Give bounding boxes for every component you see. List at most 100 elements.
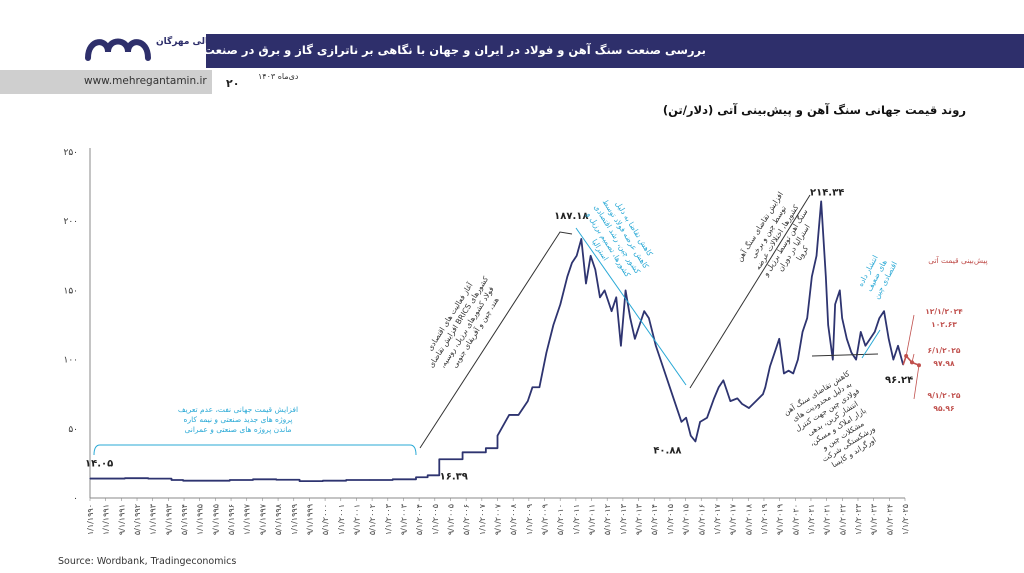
price-point: [392, 478, 394, 480]
forecast-line: [902, 354, 920, 366]
forecast-value: ۹۵.۹۶: [933, 404, 954, 413]
price-series-line: [90, 200, 905, 483]
data-label: ۹۶.۲۴: [885, 375, 913, 386]
x-tick-label: ۵/۱/۲۰۱۲: [603, 504, 612, 535]
price-point: [741, 403, 743, 405]
price-point: [624, 289, 627, 291]
x-tick-label: ۹/۱/۱۹۹۱: [117, 504, 126, 535]
price-point: [648, 317, 650, 319]
forecast-value: ۹۷.۹۸: [933, 359, 955, 368]
price-point: [527, 400, 529, 402]
x-tick-label: ۵/۱/۲۰۱۸: [744, 503, 753, 535]
price-point: [736, 397, 738, 399]
y-tick-label: ۱۵۰: [63, 286, 78, 296]
x-tick-label: ۵/۱/۲۰۰۰: [321, 504, 330, 535]
x-tick-label: ۱/۱/۲۰۱۷: [713, 503, 722, 535]
price-point: [298, 480, 301, 482]
price-point: [774, 352, 776, 354]
price-point: [604, 289, 606, 291]
price-point: [801, 331, 804, 333]
price-point: [620, 345, 622, 347]
price-point: [888, 338, 890, 340]
price-point: [806, 317, 808, 319]
price-point: [545, 352, 548, 354]
price-point: [531, 386, 534, 388]
price-point: [783, 372, 785, 375]
price-point: [552, 324, 554, 326]
x-tick-label: ۵/۱/۲۰۰۴: [415, 504, 424, 535]
data-label: ۱۶.۳۹: [440, 471, 468, 482]
x-tick-label: ۵/۱/۲۰۲۴: [885, 504, 894, 535]
forecast-leader: [911, 353, 915, 363]
price-point: [883, 310, 885, 312]
annotation-bracket: [689, 194, 811, 389]
x-tick-label: ۹/۱/۱۹۹۵: [211, 504, 220, 535]
x-tick-label: ۹/۱/۱۹۹۹: [305, 504, 314, 535]
annotation-bracket: [861, 329, 881, 359]
x-tick-label: ۵/۱/۲۰۲۰: [791, 504, 800, 535]
y-tick-label: ۱۰۰: [63, 356, 78, 366]
x-tick-label: ۹/۱/۲۰۰۵: [446, 504, 455, 535]
x-tick-label: ۵/۱/۱۹۹۲: [133, 504, 142, 535]
price-point: [585, 282, 587, 285]
x-tick-label: ۱/۱/۲۰۲۵: [901, 504, 910, 535]
x-tick-label: ۵/۱/۲۰۰۸: [509, 503, 518, 535]
price-point: [860, 331, 862, 333]
price-point: [450, 458, 452, 460]
price-point: [594, 269, 596, 271]
annotation-text: کاهش تقاضای سنگ آهنبه دلیل محدودیت هایفو…: [781, 368, 888, 476]
price-point: [792, 372, 794, 375]
price-point: [580, 238, 582, 240]
price-point: [89, 477, 91, 480]
y-tick-label: ۵۰: [68, 425, 78, 435]
x-tick-label: ۹/۱/۲۰۱۳: [635, 503, 644, 535]
x-tick-label: ۱/۱/۱۹۹۵: [196, 504, 205, 535]
price-point: [508, 414, 510, 416]
price-point: [850, 352, 853, 354]
annotation-text: افزایش تقاضای سنگ آهنتوسط چین و برخیکشور…: [734, 190, 827, 290]
price-point: [825, 275, 827, 278]
report-date: دی‌ماه ۱۴۰۳: [258, 72, 299, 81]
y-tick-label: ۲۰۰: [63, 217, 78, 227]
website-bar: www.mehregantamin.ir: [0, 70, 212, 94]
price-point: [832, 359, 834, 361]
header-banner: بررسی صنعت سنگ آهن و فولاد در ایران و جه…: [170, 34, 1024, 68]
annotation-text: افزایش قیمت جهانی نفت، عدم تعریف پروژه ها…: [178, 405, 298, 434]
price-point: [864, 345, 867, 347]
price-point: [473, 451, 475, 453]
annotation-text: آغاز فعالیت های اقتصادیکشورهای BRICS افز…: [417, 269, 507, 380]
price-point: [680, 421, 683, 423]
x-tick-label: ۵/۱/۲۰۰۶: [462, 504, 471, 535]
x-tick-label: ۱/۱/۲۰۰۱: [337, 504, 346, 535]
price-point: [124, 477, 126, 479]
price-point: [797, 359, 799, 361]
price-point: [676, 407, 678, 409]
annotation-bracket: [811, 353, 879, 357]
price-point: [669, 386, 671, 388]
price-point: [517, 414, 520, 416]
price-point: [878, 317, 880, 319]
price-point: [170, 479, 173, 481]
price-point: [869, 338, 871, 340]
x-tick-label: ۱/۱/۲۰۱۳: [619, 503, 628, 535]
price-point: [820, 200, 822, 202]
annotation-text: انتشار دادههای ضعیفاقتصادی چین: [854, 251, 899, 301]
price-point: [655, 345, 657, 347]
price-point: [438, 458, 440, 460]
price-point: [778, 338, 780, 340]
x-tick-label: ۱/۱/۲۰۰۳: [384, 503, 393, 535]
x-tick-label: ۹/۱/۲۰۱۵: [682, 504, 691, 535]
x-tick-label: ۹/۱/۲۰۰۳: [399, 503, 408, 535]
price-point: [729, 400, 731, 402]
price-point: [182, 480, 184, 482]
price-point: [147, 478, 149, 480]
forecast-date: ۹/۱/۲۰۲۵: [928, 391, 961, 400]
x-tick-label: ۱/۱/۲۰۱۹: [760, 504, 769, 535]
x-tick-label: ۹/۱/۱۹۹۳: [164, 503, 173, 535]
price-point: [827, 324, 829, 326]
price-point: [706, 417, 708, 419]
price-point: [755, 400, 757, 402]
price-point: [892, 359, 894, 361]
price-point: [713, 397, 715, 399]
